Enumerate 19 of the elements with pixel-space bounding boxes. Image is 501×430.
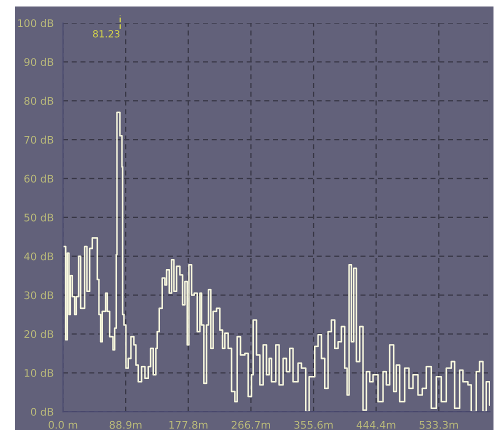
- y-tick-label: 50 dB: [24, 213, 54, 222]
- x-tick-label: 177.8m: [169, 420, 208, 429]
- y-tick-label: 70 dB: [24, 136, 54, 144]
- y-tick-label: 90 dB: [24, 58, 54, 66]
- y-tick-label: 60 dB: [24, 174, 54, 183]
- x-tick-label: 88.9m: [110, 420, 142, 429]
- ref-line-label: 81.23: [93, 30, 120, 38]
- y-tick-label: 40 dB: [24, 252, 54, 260]
- x-tick-label: 444.4m: [356, 421, 396, 429]
- x-tick-label: 266.7m: [232, 420, 270, 429]
- y-tick-label: 0 dB: [30, 408, 54, 416]
- y-tick-label: 80 dB: [24, 96, 54, 105]
- x-tick-label: 0.0 m: [48, 420, 78, 429]
- y-tick-label: 20 dB: [24, 330, 54, 338]
- y-tick-label: 30 dB: [24, 291, 54, 300]
- x-tick-label: 533.3m: [420, 420, 458, 429]
- y-tick-label: 10 dB: [24, 368, 54, 377]
- y-tick-label: 100 dB: [18, 19, 54, 28]
- x-tick-label: 355.6m: [294, 420, 333, 429]
